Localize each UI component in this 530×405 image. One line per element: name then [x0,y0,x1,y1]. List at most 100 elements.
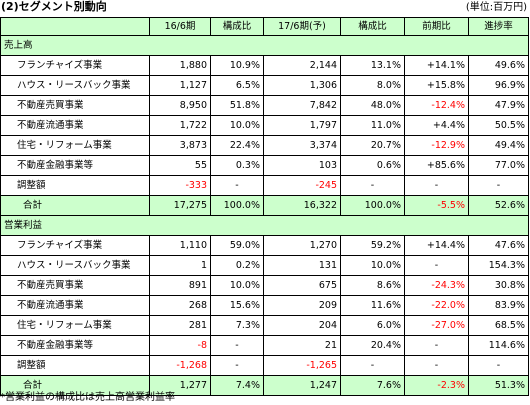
value-cell: 1 [149,255,211,276]
value-cell: 77.0% [468,155,529,176]
value-cell: 10.9% [210,55,264,76]
value-cell: 59.0% [210,235,264,256]
row-label: 不動産売買事業 [0,275,150,296]
value-cell: 15.6% [210,295,264,316]
footnote: *営業利益の構成比は売上高営業利益率 [0,392,175,403]
table-row: 不動産金融事業等 55 0.3% 103 0.6% +85.6% 77.0% [0,155,529,176]
value-cell: 22.4% [210,135,264,156]
value-cell: - [404,175,469,196]
value-cell: 13.1% [340,55,405,76]
value-cell: 47.9% [468,95,529,116]
total-value-cell: 17,275 [149,195,211,216]
value-cell: +85.6% [404,155,469,176]
value-cell: -27.0% [404,315,469,336]
value-cell: - [404,255,469,276]
value-cell: 1,270 [263,235,341,256]
header-cell: 進捗率 [468,17,529,36]
value-cell: 30.8% [468,275,529,296]
value-cell: 50.5% [468,115,529,136]
value-cell: 1,127 [149,75,211,96]
value-cell: 51.8% [210,95,264,116]
total-value-cell: -5.5% [404,195,469,216]
value-cell: 0.3% [210,155,264,176]
value-cell: 1,722 [149,115,211,136]
header-cell: 構成比 [340,17,405,36]
total-value-cell: 1,247 [263,375,341,396]
row-label: ハウス・リースバック事業 [0,255,150,276]
value-cell: - [340,175,405,196]
row-label: フランチャイズ事業 [0,55,150,76]
value-cell: 1,306 [263,75,341,96]
header-cell: 構成比 [210,17,264,36]
row-label: 不動産金融事業等 [0,335,150,356]
row-label: 調整額 [0,175,150,196]
value-cell: -12.4% [404,95,469,116]
row-label: 調整額 [0,355,150,376]
profit-total-row: 合計 1,277 7.4% 1,247 7.6% -2.3% 51.3% [0,375,529,396]
value-cell: 3,374 [263,135,341,156]
value-cell: -8 [149,335,211,356]
total-value-cell: -2.3% [404,375,469,396]
row-label: フランチャイズ事業 [0,235,150,256]
value-cell: 59.2% [340,235,405,256]
value-cell: 1,880 [149,55,211,76]
row-label: 不動産流通事業 [0,115,150,136]
value-cell: 96.9% [468,75,529,96]
sales-section-label: 売上高 [0,35,529,56]
value-cell: 1,797 [263,115,341,136]
value-cell: - [210,175,264,196]
value-cell: 49.6% [468,55,529,76]
sales-total-row: 合計 17,275 100.0% 16,322 100.0% -5.5% 52.6% [0,195,529,216]
value-cell: 47.6% [468,235,529,256]
value-cell: - [404,355,469,376]
total-label: 合計 [0,195,150,216]
total-value-cell: 51.3% [468,375,529,396]
table-row: 不動産流通事業 1,722 10.0% 1,797 11.0% +4.4% 50.5% [0,115,529,136]
unit-label: (単位:百万円) [465,2,527,13]
value-cell: - [340,355,405,376]
value-cell: 2,144 [263,55,341,76]
row-label: 不動産金融事業等 [0,155,150,176]
title-bar: (2)セグメント別動向 (単位:百万円) [0,0,530,14]
total-value-cell: 7.6% [340,375,405,396]
table-row: 不動産売買事業 8,950 51.8% 7,842 48.0% -12.4% 47.9% [0,95,529,116]
header-cell: 16/6期 [149,17,211,36]
table-row: 調整額 -1,268- -1,265- - - [0,355,529,376]
value-cell: 20.7% [340,135,405,156]
table-body: 16/6期 構成比 17/6期(予) 構成比 前期比 進捗率 売上高 フランチャイ… [0,17,529,396]
total-value-cell: 100.0% [210,195,264,216]
value-cell: 10.0% [210,115,264,136]
value-cell: 7.3% [210,315,264,336]
value-cell: 48.0% [340,95,405,116]
table-row: 住宅・リフォーム事業 281 7.3% 204 6.0% -27.0% 68.5% [0,315,529,336]
row-label: 不動産流通事業 [0,295,150,316]
header-cell: 前期比 [404,17,469,36]
value-cell: 10.0% [340,255,405,276]
value-cell: 209 [263,295,341,316]
value-cell: - [468,175,529,196]
value-cell: 6.0% [340,315,405,336]
page-title: (2)セグメント別動向 [1,0,107,13]
value-cell: 55 [149,155,211,176]
value-cell: +4.4% [404,115,469,136]
total-value-cell: 100.0% [340,195,405,216]
value-cell: -12.9% [404,135,469,156]
value-cell: +14.1% [404,55,469,76]
value-cell: - [468,355,529,376]
total-value-cell: 16,322 [263,195,341,216]
total-label: 合計 [0,375,150,396]
total-value-cell: 52.6% [468,195,529,216]
value-cell: 8.0% [340,75,405,96]
value-cell: 891 [149,275,211,296]
total-value-cell: 1,277 [149,375,211,396]
header-cell [0,17,150,36]
profit-section-label: 営業利益 [0,215,529,236]
value-cell: 8.6% [340,275,405,296]
table-row: フランチャイズ事業 1,880 10.9% 2,144 13.1% +14.1% 49.6% [0,55,529,76]
table-row: 調整額 -333- -245- - - [0,175,529,196]
value-cell: 114.6% [468,335,529,356]
value-cell: -22.0% [404,295,469,316]
value-cell: - [210,335,264,356]
value-cell: -1,265 [263,355,341,376]
header-row: 16/6期 構成比 17/6期(予) 構成比 前期比 進捗率 [0,17,529,36]
